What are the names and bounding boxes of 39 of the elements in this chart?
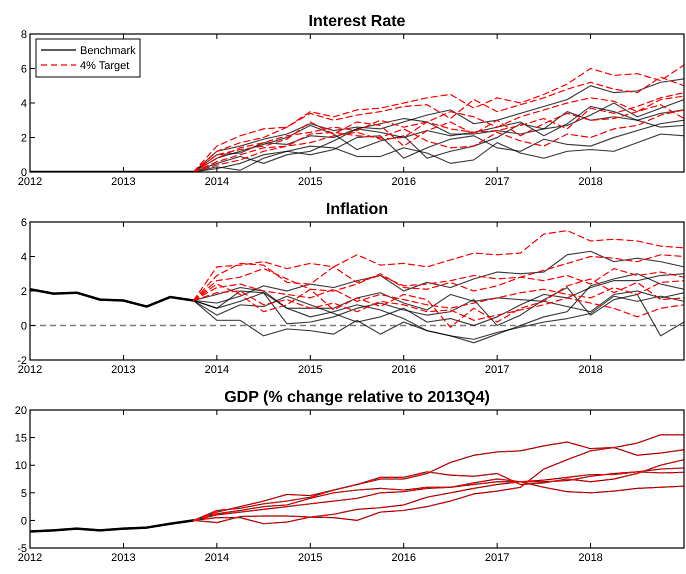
x-tick-label: 2015: [298, 364, 323, 376]
x-tick-label: 2013: [111, 176, 136, 188]
x-tick-label: 2012: [18, 364, 42, 376]
x-tick-label: 2016: [391, 176, 416, 188]
x-tick-label: 2016: [391, 364, 416, 376]
legend-label: 4% Target: [80, 60, 130, 72]
x-tick-label: 2013: [111, 552, 136, 564]
y-tick-label: 4: [20, 98, 27, 110]
chart-title: Inflation: [326, 201, 388, 218]
x-tick-label: 2015: [298, 176, 323, 188]
x-tick-label: 2017: [484, 552, 510, 564]
chart-title: GDP (% change relative to 2013Q4): [224, 389, 490, 406]
x-tick-label: 2014: [204, 552, 230, 564]
y-tick-label: 8: [20, 29, 27, 41]
x-tick-label: 2017: [484, 364, 510, 376]
y-tick-label: 0: [20, 320, 27, 332]
x-tick-label: 2014: [204, 176, 230, 188]
x-tick-label: 2018: [578, 552, 603, 564]
y-tick-label: 6: [20, 64, 27, 76]
y-tick-label: 4: [20, 252, 27, 264]
x-tick-label: 2013: [111, 364, 136, 376]
x-tick-label: 2012: [18, 552, 42, 564]
x-tick-label: 2016: [391, 552, 416, 564]
y-tick-label: 5: [20, 488, 27, 500]
x-tick-label: 2014: [204, 364, 230, 376]
x-tick-label: 2015: [298, 552, 323, 564]
legend-label: Benchmark: [80, 45, 136, 57]
y-tick-label: 2: [20, 286, 27, 298]
x-tick-label: 2017: [484, 176, 510, 188]
y-tick-label: 2: [20, 132, 27, 144]
y-tick-label: 20: [14, 405, 27, 417]
y-tick-label: 10: [14, 460, 27, 472]
x-tick-label: 2012: [18, 176, 42, 188]
x-tick-label: 2018: [578, 364, 603, 376]
y-tick-label: 0: [20, 515, 27, 528]
x-tick-label: 2018: [578, 176, 603, 188]
chart-title: Interest Rate: [308, 13, 406, 30]
y-tick-label: 6: [20, 217, 27, 229]
y-tick-label: 15: [14, 432, 27, 445]
